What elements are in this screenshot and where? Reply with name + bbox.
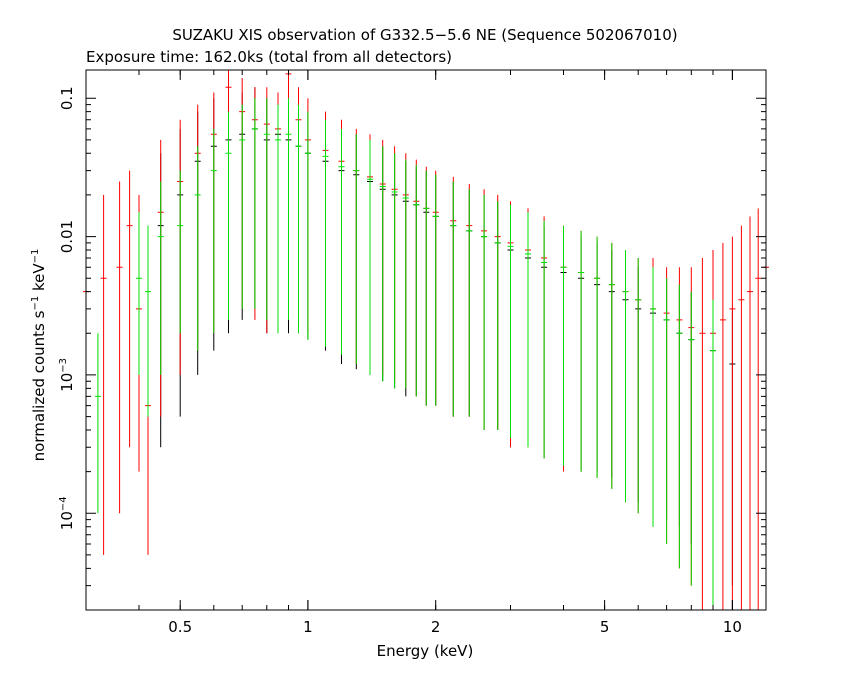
data-point	[432, 174, 439, 406]
data-point	[194, 146, 201, 351]
data-point	[466, 189, 473, 417]
data-point	[676, 284, 683, 569]
series-2	[94, 98, 716, 610]
x-tick-label: 2	[431, 618, 441, 636]
data-layer	[83, 70, 769, 610]
data-point	[650, 267, 656, 527]
data-point	[145, 225, 151, 417]
data-point	[100, 194, 107, 555]
data-point	[367, 139, 373, 375]
data-point	[699, 258, 706, 610]
data-point	[177, 170, 184, 334]
data-point	[507, 204, 514, 438]
axes: 0.5 1 2 5 10 0.1 0.01 10−3 10−4	[58, 70, 766, 636]
x-tick-label: 10	[723, 618, 742, 636]
data-point	[263, 98, 270, 320]
data-point	[594, 236, 601, 478]
data-point	[225, 111, 232, 320]
chart-subtitle: Exposure time: 162.0ks (total from all d…	[86, 48, 452, 66]
data-point	[719, 242, 726, 610]
y-tick-label: 0.01	[58, 220, 76, 253]
data-point	[541, 220, 548, 459]
data-point	[251, 98, 258, 309]
data-point	[481, 194, 488, 430]
data-point	[322, 119, 329, 347]
y-axis-label-exp1: −1	[30, 296, 41, 311]
y-tick-label: 10−4	[58, 496, 76, 530]
data-point	[391, 153, 398, 389]
y-axis-label-pre: normalized counts s	[30, 310, 48, 461]
y-axis-label: normalized counts s−1 keV−1	[30, 249, 48, 462]
data-point	[663, 278, 670, 544]
plot-frame	[85, 69, 767, 611]
data-point	[578, 230, 585, 472]
x-tick-label: 0.5	[168, 618, 192, 636]
y-tick-label: 0.1	[58, 86, 76, 110]
data-point	[755, 208, 762, 610]
data-point	[285, 98, 292, 320]
x-tick-label: 5	[600, 618, 610, 636]
data-point	[94, 333, 101, 514]
data-point	[402, 159, 409, 389]
y-axis-label-exp2: −1	[30, 249, 41, 264]
data-point	[239, 104, 246, 309]
x-tick-label: 1	[303, 618, 313, 636]
data-point	[747, 216, 753, 610]
data-point	[738, 225, 745, 610]
y-tick-label: 10−3	[58, 358, 76, 392]
data-point	[136, 212, 142, 375]
data-point	[379, 146, 386, 382]
data-point	[525, 212, 531, 448]
data-point	[423, 170, 430, 406]
x-axis-label: Energy (keV)	[377, 642, 474, 660]
data-point	[450, 181, 457, 417]
data-point	[210, 128, 217, 334]
data-point	[413, 164, 420, 397]
data-point	[688, 291, 695, 586]
data-point	[635, 258, 642, 514]
data-point	[275, 104, 281, 334]
data-point	[608, 242, 615, 489]
data-point	[494, 201, 501, 430]
data-point	[560, 225, 567, 466]
y-axis-label-mid: keV	[30, 263, 48, 296]
data-point	[622, 250, 629, 503]
data-point	[295, 104, 302, 334]
data-point	[338, 128, 345, 355]
data-point	[116, 181, 123, 514]
data-point	[157, 181, 164, 375]
data-point	[304, 111, 311, 340]
series-0	[157, 87, 736, 586]
data-point	[710, 299, 716, 610]
data-point	[126, 170, 133, 448]
data-point	[353, 134, 360, 364]
chart-title: SUZAKU XIS observation of G332.5−5.6 NE …	[172, 26, 677, 44]
data-point	[729, 236, 736, 610]
